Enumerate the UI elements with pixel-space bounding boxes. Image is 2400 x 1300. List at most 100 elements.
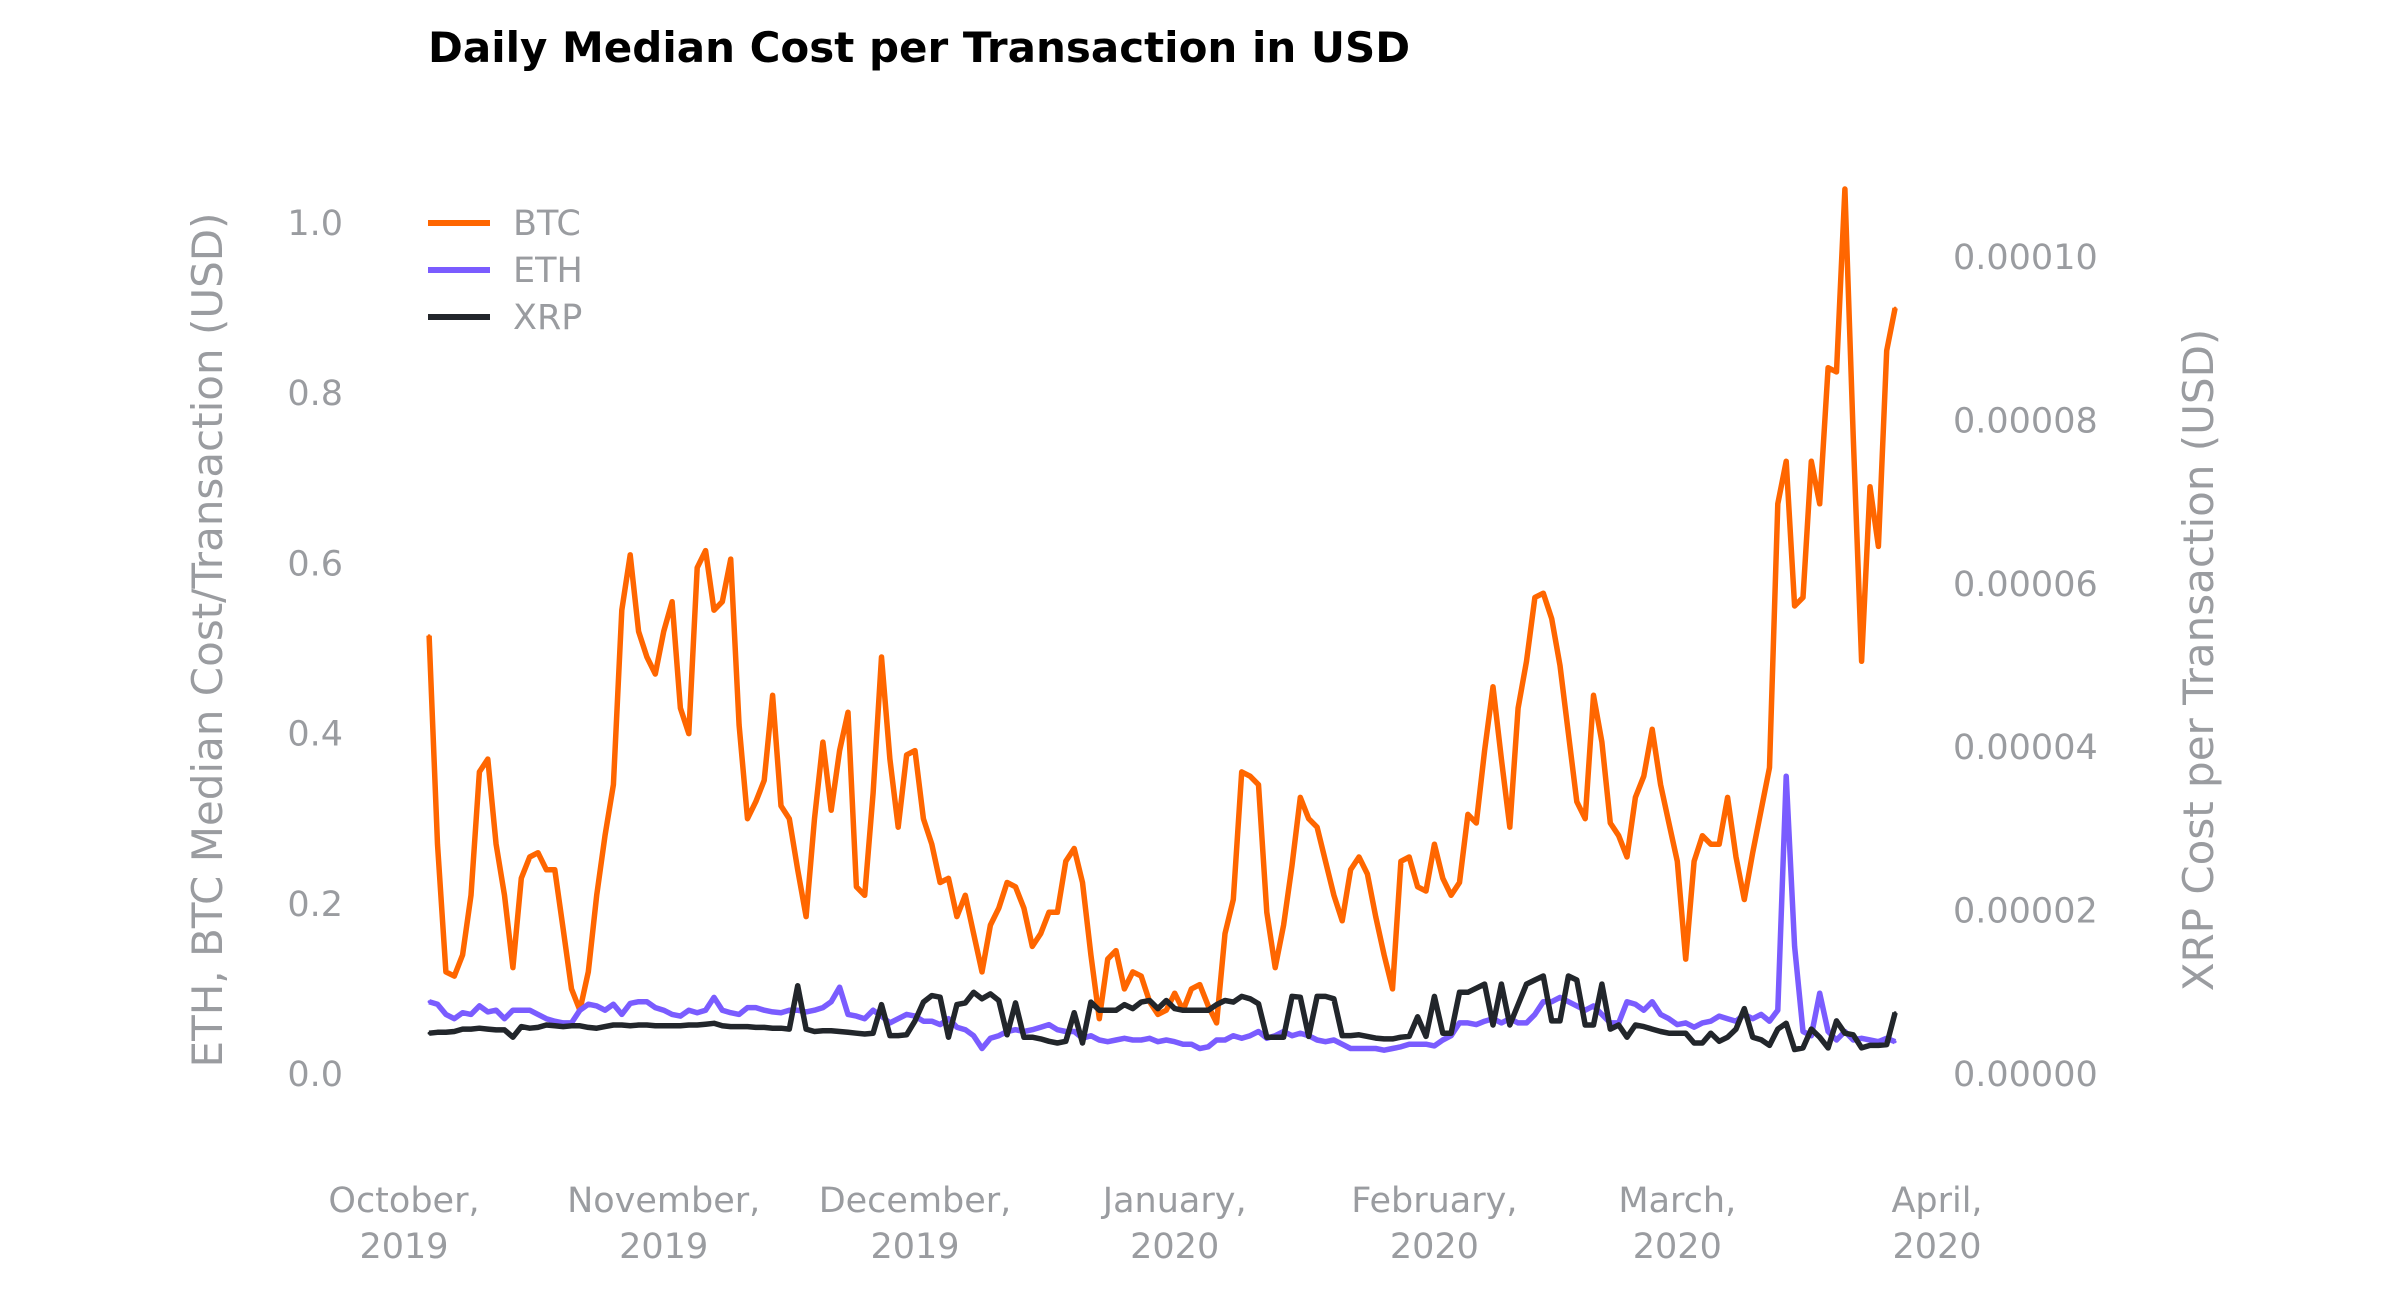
point-xrp (1089, 1000, 1093, 1004)
point-eth (1391, 1047, 1394, 1050)
point-btc (1231, 898, 1235, 901)
point-xrp (980, 997, 984, 1001)
legend-item-eth: ETH (428, 251, 583, 291)
point-btc (955, 915, 959, 919)
point-btc (913, 749, 917, 753)
point-xrp (1734, 1027, 1738, 1031)
point-btc (888, 757, 892, 761)
point-xrp (1022, 1035, 1026, 1039)
point-btc (1768, 766, 1771, 770)
point-btc (1064, 859, 1068, 863)
point-eth (1801, 1030, 1805, 1033)
point-xrp (570, 1024, 573, 1028)
point-eth (1692, 1025, 1696, 1029)
point-xrp (687, 1023, 691, 1027)
point-xrp (1617, 1023, 1621, 1027)
line-eth (428, 773, 1897, 1053)
x-tick-label-month: March, (1618, 1181, 1736, 1221)
point-btc (645, 655, 649, 659)
point-eth (1097, 1038, 1101, 1042)
point-eth (637, 1000, 641, 1004)
point-xrp (486, 1027, 490, 1031)
point-btc (1876, 544, 1880, 548)
point-xrp (1198, 1008, 1202, 1012)
point-xrp (536, 1025, 540, 1029)
point-btc (963, 893, 967, 897)
point-btc (947, 876, 950, 880)
point-xrp (1399, 1035, 1403, 1039)
point-eth (871, 1008, 875, 1012)
point-xrp (469, 1027, 473, 1031)
point-xrp (1541, 974, 1545, 978)
point-btc (863, 893, 867, 897)
point-btc (1307, 817, 1311, 821)
point-btc (519, 876, 523, 880)
point-xrp (913, 1019, 917, 1023)
point-xrp (963, 1001, 967, 1005)
point-xrp (1257, 1002, 1260, 1006)
point-btc (561, 927, 565, 931)
point-eth (1776, 1008, 1780, 1012)
point-xrp (1550, 1019, 1554, 1023)
point-btc (1089, 953, 1093, 957)
point-eth (427, 1000, 431, 1004)
point-eth (1164, 1038, 1168, 1042)
point-xrp (1633, 1023, 1637, 1027)
point-btc (1449, 893, 1453, 897)
point-btc (1189, 987, 1193, 991)
point-eth (1407, 1042, 1411, 1046)
point-btc (988, 923, 992, 927)
point-xrp (1282, 1035, 1286, 1039)
point-eth (1566, 1000, 1570, 1004)
point-xrp (771, 1026, 775, 1030)
point-xrp (1684, 1031, 1688, 1035)
point-xrp (503, 1028, 506, 1032)
point-eth (754, 1006, 758, 1010)
point-btc (1809, 459, 1813, 463)
point-btc (1005, 881, 1009, 884)
point-btc (1516, 706, 1520, 710)
point-eth (553, 1019, 557, 1023)
point-btc (1407, 855, 1411, 859)
point-btc (536, 851, 540, 855)
point-eth (1466, 1021, 1470, 1025)
point-xrp (1382, 1037, 1386, 1041)
point-xrp (1265, 1035, 1269, 1039)
point-eth (695, 1011, 699, 1015)
point-xrp (1097, 1008, 1101, 1012)
point-btc (1558, 664, 1562, 667)
x-tick-label-year: 2020 (1390, 1227, 1479, 1267)
y2-tick-label: 0.00010 (1953, 238, 2098, 278)
point-xrp (729, 1025, 733, 1029)
point-xrp (1809, 1027, 1813, 1031)
point-btc (938, 881, 942, 884)
point-btc (511, 966, 515, 970)
point-xrp (829, 1029, 833, 1033)
point-eth (829, 1000, 833, 1004)
point-btc (813, 817, 816, 821)
point-btc (678, 706, 682, 710)
point-btc (1122, 987, 1126, 991)
point-xrp (1759, 1038, 1763, 1042)
point-eth (1055, 1028, 1059, 1032)
point-eth (1298, 1031, 1302, 1035)
point-eth (486, 1010, 490, 1014)
legend-item-btc: BTC (428, 204, 581, 244)
x-tick-label-year: 2019 (619, 1227, 708, 1267)
point-xrp (1064, 1039, 1068, 1043)
point-xrp (1885, 1043, 1889, 1047)
point-xrp (1483, 982, 1487, 986)
point-btc (1893, 306, 1897, 310)
point-xrp (1173, 1007, 1177, 1011)
point-eth (452, 1017, 456, 1021)
point-btc (838, 749, 842, 753)
y-axis-ticks: 0.0 0.2 0.4 0.6 0.8 1.0 (287, 204, 343, 1095)
point-eth (737, 1012, 741, 1016)
point-btc (1458, 881, 1461, 884)
point-btc (1851, 434, 1855, 438)
point-btc (1751, 851, 1755, 855)
point-xrp (1667, 1031, 1671, 1035)
point-btc (427, 634, 431, 638)
point-btc (1441, 876, 1445, 880)
point-xrp (1273, 1035, 1277, 1039)
